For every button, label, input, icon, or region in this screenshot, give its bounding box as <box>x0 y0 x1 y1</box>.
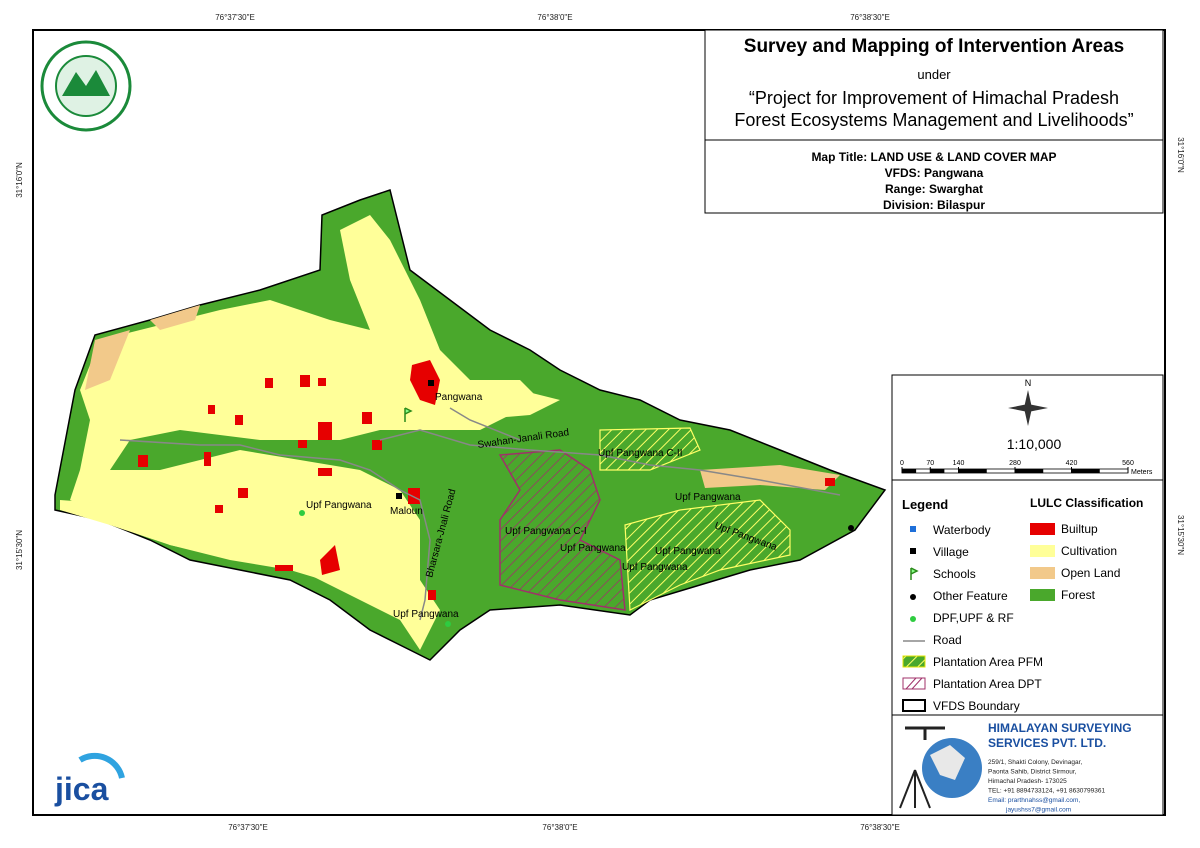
scale-segment <box>1015 469 1044 473</box>
title: Survey and Mapping of Intervention Areas <box>744 36 1124 57</box>
coord: 31°16'0"N <box>15 162 24 198</box>
address-line: 259/1, Shakti Colony, Devinagar, <box>988 759 1082 766</box>
map-label: Pangwana <box>435 392 483 403</box>
legend-item: Plantation Area DPT <box>933 677 1042 691</box>
legend-item: DPF,UPF & RF <box>933 611 1014 625</box>
coord: 76°37'30"E <box>228 823 268 832</box>
info: Range: Swarghat <box>885 182 983 196</box>
info: Division: Bilaspur <box>883 198 985 212</box>
scale-tick-label: 280 <box>1009 460 1021 467</box>
legend-title: Legend <box>902 497 948 512</box>
address-line: Email: prarthnahss@gmail.com, <box>988 797 1080 804</box>
title-box <box>704 29 1164 141</box>
legend-item: VFDS Boundary <box>933 699 1020 713</box>
project: “Project for Improvement of Himachal Pra… <box>749 88 1119 108</box>
map-label: Upf Pangwana <box>675 492 741 503</box>
project: Forest Ecosystems Management and Livelih… <box>734 110 1133 130</box>
coord: 31°15'30"N <box>15 530 24 570</box>
company-name: SERVICES PVT. LTD. <box>988 736 1106 750</box>
legend-symbols <box>902 523 1055 712</box>
info-box <box>704 139 1164 214</box>
lulc-item: Open Land <box>1061 566 1120 580</box>
map-body <box>54 189 887 661</box>
coord: 31°15'30"N <box>1176 515 1185 555</box>
scale-segment <box>902 469 917 473</box>
address-line: TEL: +91 8894733124, +91 8630799361 <box>988 788 1105 795</box>
scale-tick-label: 140 <box>953 460 965 467</box>
scale-tick-label: 560 <box>1122 460 1134 467</box>
scale-ratio: 1:10,000 <box>1007 436 1062 452</box>
legend-item: Village <box>933 545 969 559</box>
north-label: N <box>1025 378 1032 388</box>
info: VFDS: Pangwana <box>885 166 984 180</box>
coord: 76°38'0"E <box>537 13 572 22</box>
lulc-title: LULC Classification <box>1030 496 1143 510</box>
coord: 76°38'30"E <box>860 823 900 832</box>
map-label: Upf Pangwana <box>306 500 372 511</box>
map-label: Upf Pangwana <box>655 546 721 557</box>
scale-segment <box>958 469 987 473</box>
legend-box <box>891 479 1164 716</box>
scale-bar: 0 70 140 280 420 560 Meters <box>900 460 1153 476</box>
map-label: Maloun <box>390 506 423 517</box>
map-label: Upf Pangwana <box>560 543 626 554</box>
legend-item: Plantation Area PFM <box>933 655 1043 669</box>
legend-item: Road <box>933 633 962 647</box>
drone <box>905 726 945 740</box>
lulc-item: Forest <box>1061 588 1096 602</box>
coord: 76°38'30"E <box>850 13 890 22</box>
scale-segment <box>1071 469 1100 473</box>
address-line: Paonta Sahib, District Sirmour, <box>988 769 1077 776</box>
coord: 31°16'0"N <box>1176 137 1185 173</box>
coord: 76°37'30"E <box>215 13 255 22</box>
scale-tick-label: 0 <box>900 460 904 467</box>
map-label: Upf Pangwana C-II <box>598 448 683 459</box>
scale-tick-label: 70 <box>926 460 934 467</box>
north-arrow <box>1008 390 1048 426</box>
map-label: Upf Pangwana C-I <box>505 526 587 537</box>
coord: 76°38'0"E <box>542 823 577 832</box>
tripod <box>899 769 931 809</box>
lulc-item: Builtup <box>1061 522 1098 536</box>
jica-text: jica <box>54 771 109 807</box>
globe-land <box>930 745 965 780</box>
map-label: Upf Pangwana <box>622 562 688 573</box>
lulc-item: Cultivation <box>1061 544 1117 558</box>
info: Map Title: LAND USE & LAND COVER MAP <box>811 150 1056 164</box>
scale-unit: Meters <box>1131 469 1153 476</box>
subtitle: under <box>917 67 951 82</box>
company-name: HIMALAYAN SURVEYING <box>988 721 1132 735</box>
forest-logo <box>40 40 132 132</box>
jica-logo: jica <box>54 752 125 807</box>
legend-item: Waterbody <box>933 523 991 537</box>
address-line: jayushss7@gmail.com <box>1005 807 1071 814</box>
scale-tick-label: 420 <box>1066 460 1078 467</box>
legend-item: Other Feature <box>933 589 1008 603</box>
map-label: Upf Pangwana <box>393 609 459 620</box>
legend-item: Schools <box>933 567 976 581</box>
address-line: Himachal Pradesh- 173025 <box>988 778 1067 785</box>
scale-segment <box>930 469 945 473</box>
